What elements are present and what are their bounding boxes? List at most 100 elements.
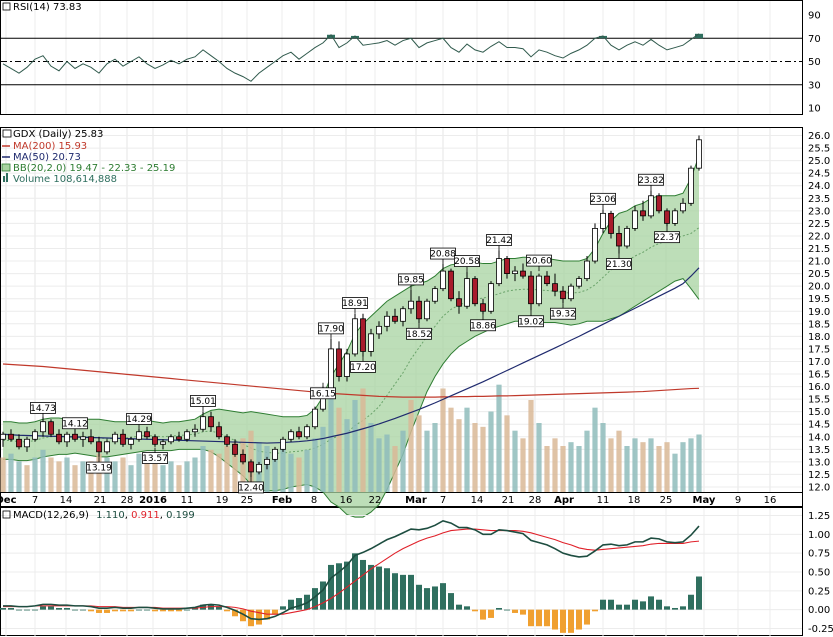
candle-body bbox=[136, 431, 142, 440]
macd-histogram-bar bbox=[696, 576, 702, 610]
legend-ma200-text: MA(200) 15.93 bbox=[13, 141, 87, 152]
candle-body bbox=[192, 428, 198, 433]
price-callout: 14.29 bbox=[126, 413, 152, 430]
candles bbox=[0, 135, 702, 477]
legend-bb-text: BB(20,2.0) 19.47 - 22.33 - 25.19 bbox=[13, 163, 175, 174]
macd-histogram-bar bbox=[360, 559, 366, 610]
candle-body bbox=[408, 300, 414, 310]
macd-histogram-bar bbox=[456, 604, 462, 610]
price-callout: 13.57 bbox=[142, 447, 168, 464]
macd-tick-label: 0.75 bbox=[808, 549, 830, 560]
macd-histogram-bar bbox=[624, 604, 630, 610]
volume-bar bbox=[640, 442, 646, 492]
volume-bar bbox=[440, 388, 446, 492]
volume-bar bbox=[336, 407, 342, 492]
candle-body bbox=[272, 448, 278, 460]
candle-body bbox=[400, 308, 406, 322]
rsi-tick-label: 50 bbox=[808, 57, 821, 68]
candle-body bbox=[680, 202, 686, 212]
rsi-overbought-fill bbox=[351, 35, 359, 39]
macd-histogram-bar bbox=[480, 609, 486, 620]
price-tick-label: 24.5 bbox=[808, 169, 830, 180]
legend-bb: BB(20,2.0) 19.47 - 22.33 - 25.19 bbox=[1, 163, 175, 174]
price-callout: 23.06 bbox=[590, 192, 616, 210]
candle-body bbox=[488, 283, 494, 312]
price-callout: 15.01 bbox=[190, 395, 216, 412]
macd-histogram-bar bbox=[680, 606, 686, 610]
candle-body bbox=[472, 278, 478, 305]
price-tick-label: 22.5 bbox=[808, 219, 830, 230]
date-tick-label: 7 bbox=[440, 495, 446, 506]
volume-bar bbox=[200, 446, 206, 492]
price-tick-label: 14.5 bbox=[808, 420, 830, 431]
rsi-line bbox=[2, 33, 700, 82]
macd-label-hist: 0.199 bbox=[166, 510, 195, 521]
volume-bar bbox=[592, 407, 598, 492]
candle-body bbox=[280, 438, 286, 450]
macd-histogram-bar bbox=[592, 609, 598, 612]
ma50-line bbox=[2, 267, 700, 444]
volume-bar bbox=[240, 438, 246, 492]
macd-histogram-bar bbox=[584, 609, 590, 625]
macd-histogram-bar bbox=[376, 566, 382, 610]
candle-body bbox=[456, 298, 462, 307]
macd-histogram-bar bbox=[296, 598, 302, 610]
rsi-label: RSI(14) 73.83 bbox=[13, 2, 82, 13]
callout-label: 13.19 bbox=[86, 464, 112, 474]
macd-histogram-bar bbox=[120, 609, 126, 612]
legend-symbol-text: GDX (Daily) 25.83 bbox=[13, 129, 103, 140]
volume-bar bbox=[120, 457, 126, 492]
macd-histogram-bar bbox=[632, 599, 638, 610]
volume-bar bbox=[448, 407, 454, 492]
macd-histogram-bar bbox=[80, 609, 86, 611]
macd-histogram-bar bbox=[56, 607, 62, 610]
date-tick-label: 22 bbox=[369, 495, 382, 506]
candle-body bbox=[48, 421, 54, 435]
macd-histogram-bar bbox=[176, 609, 182, 612]
macd-line bbox=[3, 519, 700, 621]
date-tick-label: Feb bbox=[272, 495, 292, 506]
callout-label: 19.02 bbox=[518, 317, 544, 327]
date-tick-label: Mar bbox=[405, 495, 427, 506]
date-axis-strip bbox=[0, 492, 803, 507]
candle-body bbox=[104, 441, 110, 453]
candle-body bbox=[576, 278, 582, 287]
macd-label-macd: 1.110 bbox=[96, 510, 125, 521]
volume-bar bbox=[456, 419, 462, 492]
callout-label: 15.01 bbox=[190, 397, 216, 407]
volume-bar bbox=[184, 461, 190, 492]
volume-bar bbox=[552, 438, 558, 492]
price-tick-label: 20.5 bbox=[808, 269, 830, 280]
macd-histogram-bar bbox=[96, 609, 102, 613]
volume-bar bbox=[208, 449, 214, 492]
candle-body bbox=[224, 436, 230, 445]
macd-histogram-bar bbox=[48, 606, 54, 610]
volume-bar bbox=[424, 430, 430, 492]
volume-bar bbox=[160, 465, 166, 492]
macd-histogram-bar bbox=[432, 586, 438, 610]
candle-body bbox=[72, 433, 78, 440]
candle-body bbox=[168, 436, 174, 443]
bb-fill bbox=[3, 155, 699, 518]
price-callout: 17.90 bbox=[318, 322, 344, 339]
price-tick-label: 18.0 bbox=[808, 332, 830, 343]
volume-bar bbox=[216, 453, 222, 492]
candle-body bbox=[520, 270, 526, 277]
price-tick-label: 17.0 bbox=[808, 357, 830, 368]
macd-histogram-bar bbox=[464, 606, 470, 610]
macd-histogram-bar bbox=[336, 563, 342, 610]
macd-tick-label: 1.00 bbox=[808, 530, 830, 541]
callout-label: 14.12 bbox=[62, 419, 88, 429]
price-callout: 23.82 bbox=[638, 173, 664, 191]
macd-histogram-bar bbox=[168, 609, 174, 612]
volume-bar bbox=[632, 438, 638, 492]
volume-bar bbox=[464, 407, 470, 492]
volume-bar bbox=[568, 442, 574, 492]
macd-histogram-bar bbox=[392, 573, 398, 610]
candle-body bbox=[544, 275, 550, 285]
price-callout: 18.86 bbox=[470, 314, 496, 331]
volume-bar bbox=[272, 449, 278, 492]
price-callout: 19.02 bbox=[518, 310, 544, 327]
macd-histogram-bar bbox=[280, 606, 286, 610]
candle-body bbox=[160, 441, 166, 445]
